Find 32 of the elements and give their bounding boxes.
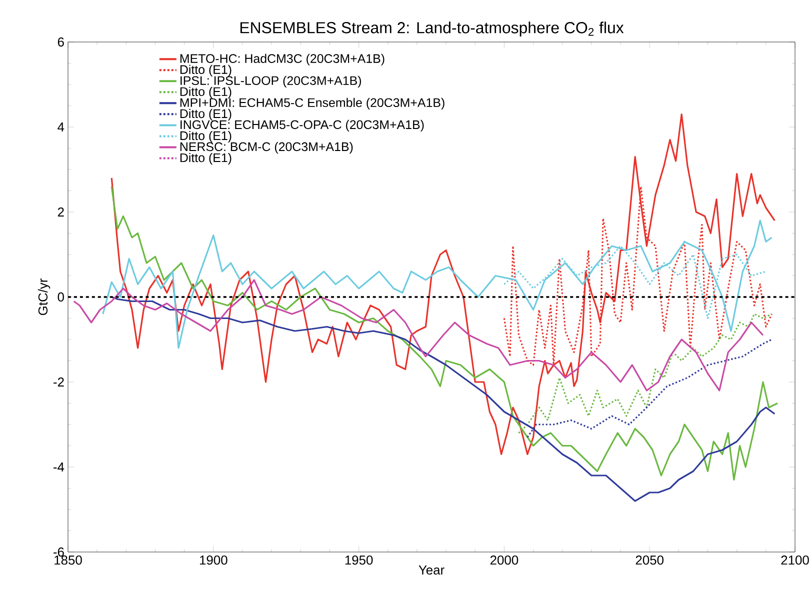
x-tick-label: 2000 — [490, 556, 518, 565]
legend-label: Ditto (E1) — [180, 86, 232, 98]
x-tick-label: 1950 — [345, 556, 373, 565]
line-series — [518, 313, 773, 434]
line-series — [102, 220, 773, 349]
line-series — [526, 338, 773, 438]
x-tick-label: 1900 — [200, 556, 228, 565]
y-tick-label: -6 — [54, 547, 64, 557]
legend-label: Ditto (E1) — [180, 108, 232, 121]
line-series — [503, 245, 767, 320]
line-series — [73, 279, 764, 392]
y-tick-label: 6 — [58, 37, 64, 47]
x-axis-title: Year — [418, 566, 444, 575]
x-tick-label: 1850 — [54, 556, 82, 565]
legend-label: Ditto (E1) — [180, 152, 232, 165]
x-tick-label: 2050 — [636, 556, 664, 565]
y-tick-label: 4 — [58, 122, 64, 132]
legend-label: Ditto (E1) — [180, 64, 232, 76]
y-tick-label: -4 — [54, 462, 64, 472]
chart-title: ENSEMBLES Stream 2: Land-to-atmosphere CO$_{2}$ flux — [240, 22, 624, 36]
y-tick-label: 0 — [58, 292, 64, 302]
legend-label: MPI+DMI: ECHAM5-C Ensemble (20C3M+A1B) — [180, 98, 444, 110]
y-axis-title: GtC/yr — [38, 278, 50, 316]
y-tick-label: -2 — [54, 377, 64, 387]
legend-label: INGVCE: ECHAM5-C-OPA-C (20C3M+A1B) — [180, 120, 424, 132]
legend-label: IPSL: IPSL-LOOP (20C3M+A1B) — [180, 76, 362, 88]
line-series — [503, 186, 773, 366]
legend-label: Ditto (E1) — [180, 130, 232, 143]
x-tick-label: 2100 — [781, 556, 809, 565]
legend-label: NERSC: BCM-C (20C3M+A1B) — [180, 142, 353, 154]
legend-label: METO-HC: HadCM3C (20C3M+A1B) — [180, 54, 384, 66]
y-tick-label: 2 — [58, 207, 64, 217]
